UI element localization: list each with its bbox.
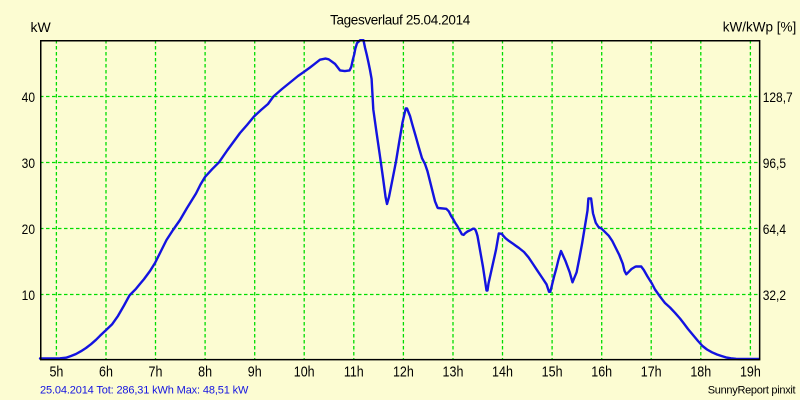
svg-text:11h: 11h: [344, 364, 364, 380]
svg-text:18h: 18h: [690, 364, 711, 380]
svg-text:9h: 9h: [248, 364, 262, 380]
svg-text:20: 20: [22, 221, 35, 237]
svg-text:30: 30: [22, 155, 35, 171]
svg-text:32,2: 32,2: [763, 287, 786, 303]
svg-text:128,7: 128,7: [763, 89, 793, 105]
svg-text:SunnyReport pinxit: SunnyReport pinxit: [708, 385, 796, 397]
svg-text:6h: 6h: [99, 364, 113, 380]
svg-text:10: 10: [22, 287, 35, 303]
svg-text:8h: 8h: [198, 364, 212, 380]
svg-text:40: 40: [22, 89, 35, 105]
svg-text:64,4: 64,4: [763, 221, 786, 237]
svg-text:96,5: 96,5: [763, 155, 786, 171]
svg-text:Tagesverlauf 25.04.2014: Tagesverlauf 25.04.2014: [330, 13, 471, 28]
svg-text:25.04.2014 Tot: 286,31 kWh Max: 25.04.2014 Tot: 286,31 kWh Max: 48,51 kW: [40, 384, 249, 396]
svg-text:10h: 10h: [294, 364, 315, 380]
svg-text:5h: 5h: [49, 364, 63, 380]
svg-text:14h: 14h: [492, 364, 513, 380]
svg-text:7h: 7h: [149, 364, 163, 380]
svg-text:12h: 12h: [393, 364, 414, 380]
svg-text:19h: 19h: [740, 364, 761, 380]
svg-text:16h: 16h: [591, 364, 612, 380]
svg-text:17h: 17h: [641, 364, 662, 380]
svg-text:kW: kW: [31, 19, 52, 35]
svg-text:15h: 15h: [542, 364, 563, 380]
svg-text:kW/kWp [%]: kW/kWp [%]: [723, 20, 797, 35]
svg-text:13h: 13h: [443, 364, 464, 380]
